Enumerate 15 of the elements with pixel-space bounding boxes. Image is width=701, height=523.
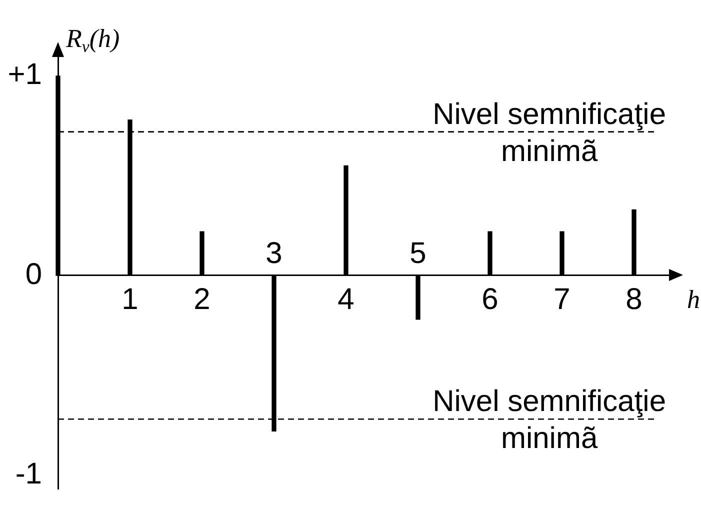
x-tick-label: 4 bbox=[338, 282, 354, 316]
y-tick-label: +1 bbox=[8, 58, 42, 92]
annotation: 5 bbox=[410, 236, 426, 270]
annotation: 3 bbox=[266, 236, 282, 270]
y-axis-title: R$_{v}$(h) bbox=[66, 24, 120, 56]
x-tick-label: 8 bbox=[626, 282, 642, 316]
x-tick-label: 7 bbox=[554, 282, 570, 316]
x-axis-title: h bbox=[687, 285, 700, 314]
y-tick-label: -1 bbox=[15, 457, 42, 490]
ref-line-label: Nivel semnificaţie minimã bbox=[432, 98, 666, 168]
x-tick-label: 6 bbox=[482, 282, 498, 316]
y-tick-label: 0 bbox=[25, 258, 42, 291]
ref-line-label: Nivel semnificaţie minimã bbox=[432, 385, 666, 456]
x-tick-label: 2 bbox=[194, 282, 210, 316]
x-tick-label: 1 bbox=[122, 282, 138, 316]
